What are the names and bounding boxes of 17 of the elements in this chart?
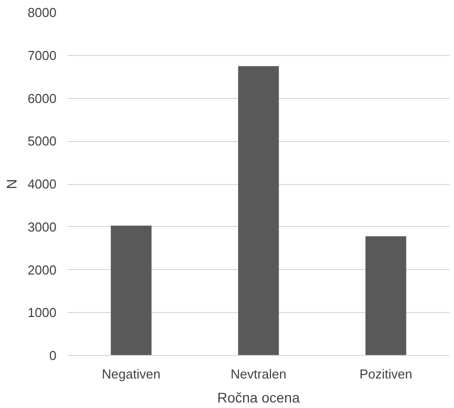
y-tick-label: 1000 bbox=[28, 305, 56, 320]
y-tick-label: 7000 bbox=[28, 48, 56, 63]
x-tick-label: Pozitiven bbox=[359, 366, 412, 382]
bar bbox=[110, 226, 152, 356]
y-tick-label: 5000 bbox=[28, 134, 56, 149]
bar bbox=[365, 236, 406, 356]
x-tick-label: Nevtralen bbox=[230, 366, 286, 382]
y-axis-title: N bbox=[4, 178, 20, 190]
y-tick-label: 4000 bbox=[28, 176, 56, 192]
x-axis-title: Ročna ocena bbox=[217, 390, 300, 406]
y-tick-label: 6000 bbox=[28, 90, 56, 106]
y-tick-label: 2000 bbox=[28, 262, 56, 278]
y-tick-label: 3000 bbox=[28, 219, 56, 234]
y-tick-label: 0 bbox=[49, 348, 57, 363]
bar bbox=[238, 66, 279, 356]
x-tick-label: Negativen bbox=[102, 366, 160, 382]
y-tick-label: 8000 bbox=[28, 5, 56, 20]
